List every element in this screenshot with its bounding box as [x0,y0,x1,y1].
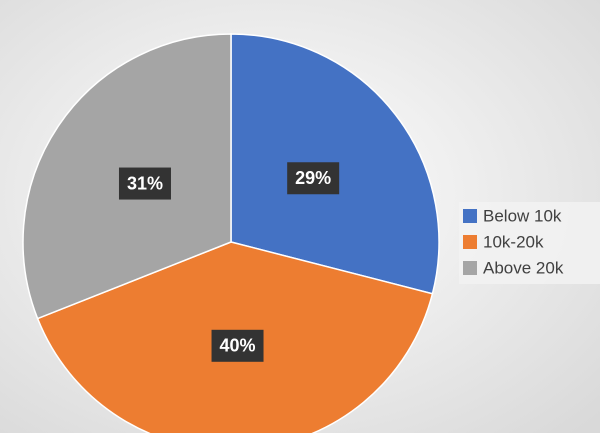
legend-swatch [463,261,477,275]
legend-swatch [463,235,477,249]
data-label-box [211,329,264,362]
legend-label: Above 20k [483,258,564,277]
legend-label: Below 10k [483,206,562,225]
data-label-box [287,162,340,195]
data-label: 40% [220,336,256,356]
legend-swatch [463,209,477,223]
data-label: 29% [295,168,331,188]
data-label: 31% [127,173,163,193]
data-label-box [118,167,171,200]
legend-box [459,202,600,284]
legend-label: 10k-20k [483,232,544,251]
